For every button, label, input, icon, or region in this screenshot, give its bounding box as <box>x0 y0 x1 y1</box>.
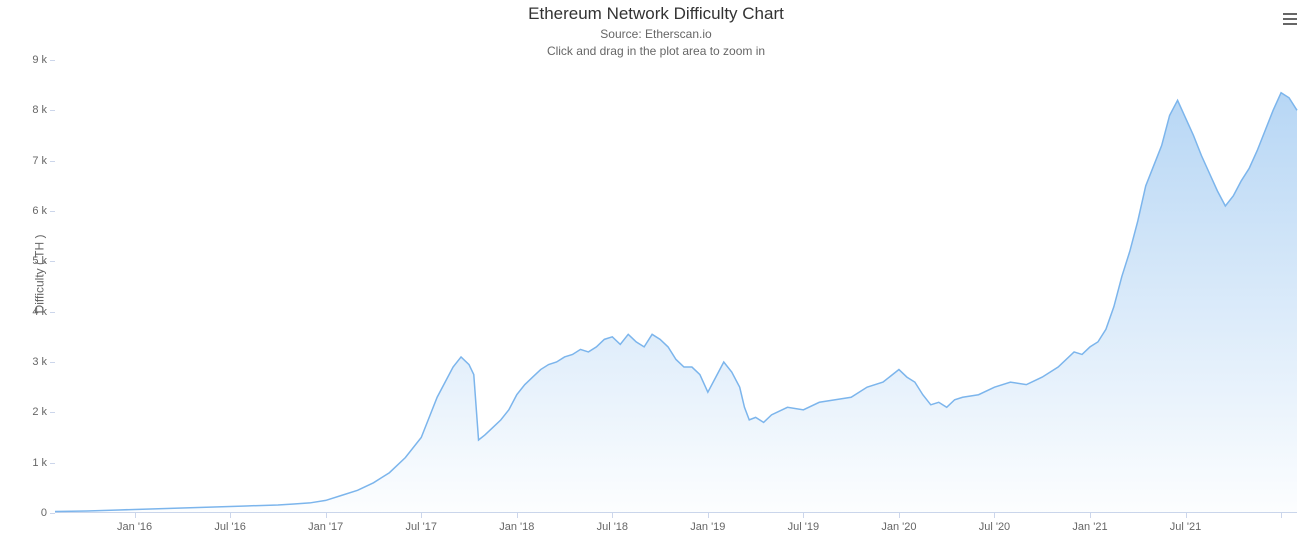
x-tick-label: Jul '18 <box>597 521 628 533</box>
x-tick-mark <box>803 513 804 518</box>
chart-subtitle: Source: Etherscan.io Click and drag in t… <box>0 26 1312 60</box>
y-tick-label: 0 <box>41 507 47 519</box>
x-tick-label: Jan '18 <box>499 521 534 533</box>
x-tick-mark <box>899 513 900 518</box>
x-tick-label: Jan '19 <box>690 521 725 533</box>
x-tick-mark <box>994 513 995 518</box>
y-tick-mark <box>50 110 55 111</box>
x-tick-label: Jan '16 <box>117 521 152 533</box>
x-tick-label: Jan '17 <box>308 521 343 533</box>
y-tick-label: 8 k <box>32 104 47 116</box>
chart-subtitle-line2: Click and drag in the plot area to zoom … <box>547 44 765 58</box>
y-tick-mark <box>50 513 55 514</box>
x-tick-label: Jul '17 <box>405 521 436 533</box>
x-tick-mark <box>1090 513 1091 518</box>
y-tick-label: 4 k <box>32 306 47 318</box>
x-tick-label: Jul '16 <box>214 521 245 533</box>
x-tick-label: Jul '21 <box>1170 521 1201 533</box>
y-tick-mark <box>50 362 55 363</box>
y-tick-mark <box>50 412 55 413</box>
x-tick-mark <box>421 513 422 518</box>
plot-area[interactable]: 01 k2 k3 k4 k5 k6 k7 k8 k9 kJan '16Jul '… <box>55 60 1297 513</box>
chart-menu-button[interactable] <box>1278 8 1302 30</box>
x-tick-mark <box>230 513 231 518</box>
y-tick-mark <box>50 211 55 212</box>
y-tick-mark <box>50 161 55 162</box>
area-fill <box>55 93 1297 513</box>
x-tick-label: Jan '20 <box>881 521 916 533</box>
chart-container: Ethereum Network Difficulty Chart Source… <box>0 0 1312 548</box>
x-tick-mark <box>612 513 613 518</box>
y-tick-label: 5 k <box>32 255 47 267</box>
y-axis-label: Difficulty ( TH ) <box>32 235 46 314</box>
hamburger-icon <box>1283 13 1297 15</box>
y-tick-mark <box>50 60 55 61</box>
y-tick-label: 7 k <box>32 155 47 167</box>
y-tick-mark <box>50 312 55 313</box>
y-tick-label: 3 k <box>32 356 47 368</box>
chart-subtitle-line1: Source: Etherscan.io <box>600 27 711 41</box>
x-tick-label: Jul '20 <box>979 521 1010 533</box>
y-tick-label: 1 k <box>32 457 47 469</box>
x-tick-label: Jul '19 <box>788 521 819 533</box>
y-tick-mark <box>50 261 55 262</box>
y-tick-mark <box>50 463 55 464</box>
y-tick-label: 9 k <box>32 54 47 66</box>
x-tick-mark <box>1186 513 1187 518</box>
x-tick-mark <box>708 513 709 518</box>
x-tick-mark <box>326 513 327 518</box>
x-tick-label: Jan '21 <box>1072 521 1107 533</box>
x-tick-mark <box>517 513 518 518</box>
chart-title: Ethereum Network Difficulty Chart <box>0 4 1312 24</box>
x-tick-mark <box>135 513 136 518</box>
y-tick-label: 2 k <box>32 406 47 418</box>
chart-header: Ethereum Network Difficulty Chart Source… <box>0 0 1312 60</box>
y-tick-label: 6 k <box>32 205 47 217</box>
x-tick-mark <box>1281 513 1282 518</box>
area-chart-svg <box>55 60 1297 513</box>
